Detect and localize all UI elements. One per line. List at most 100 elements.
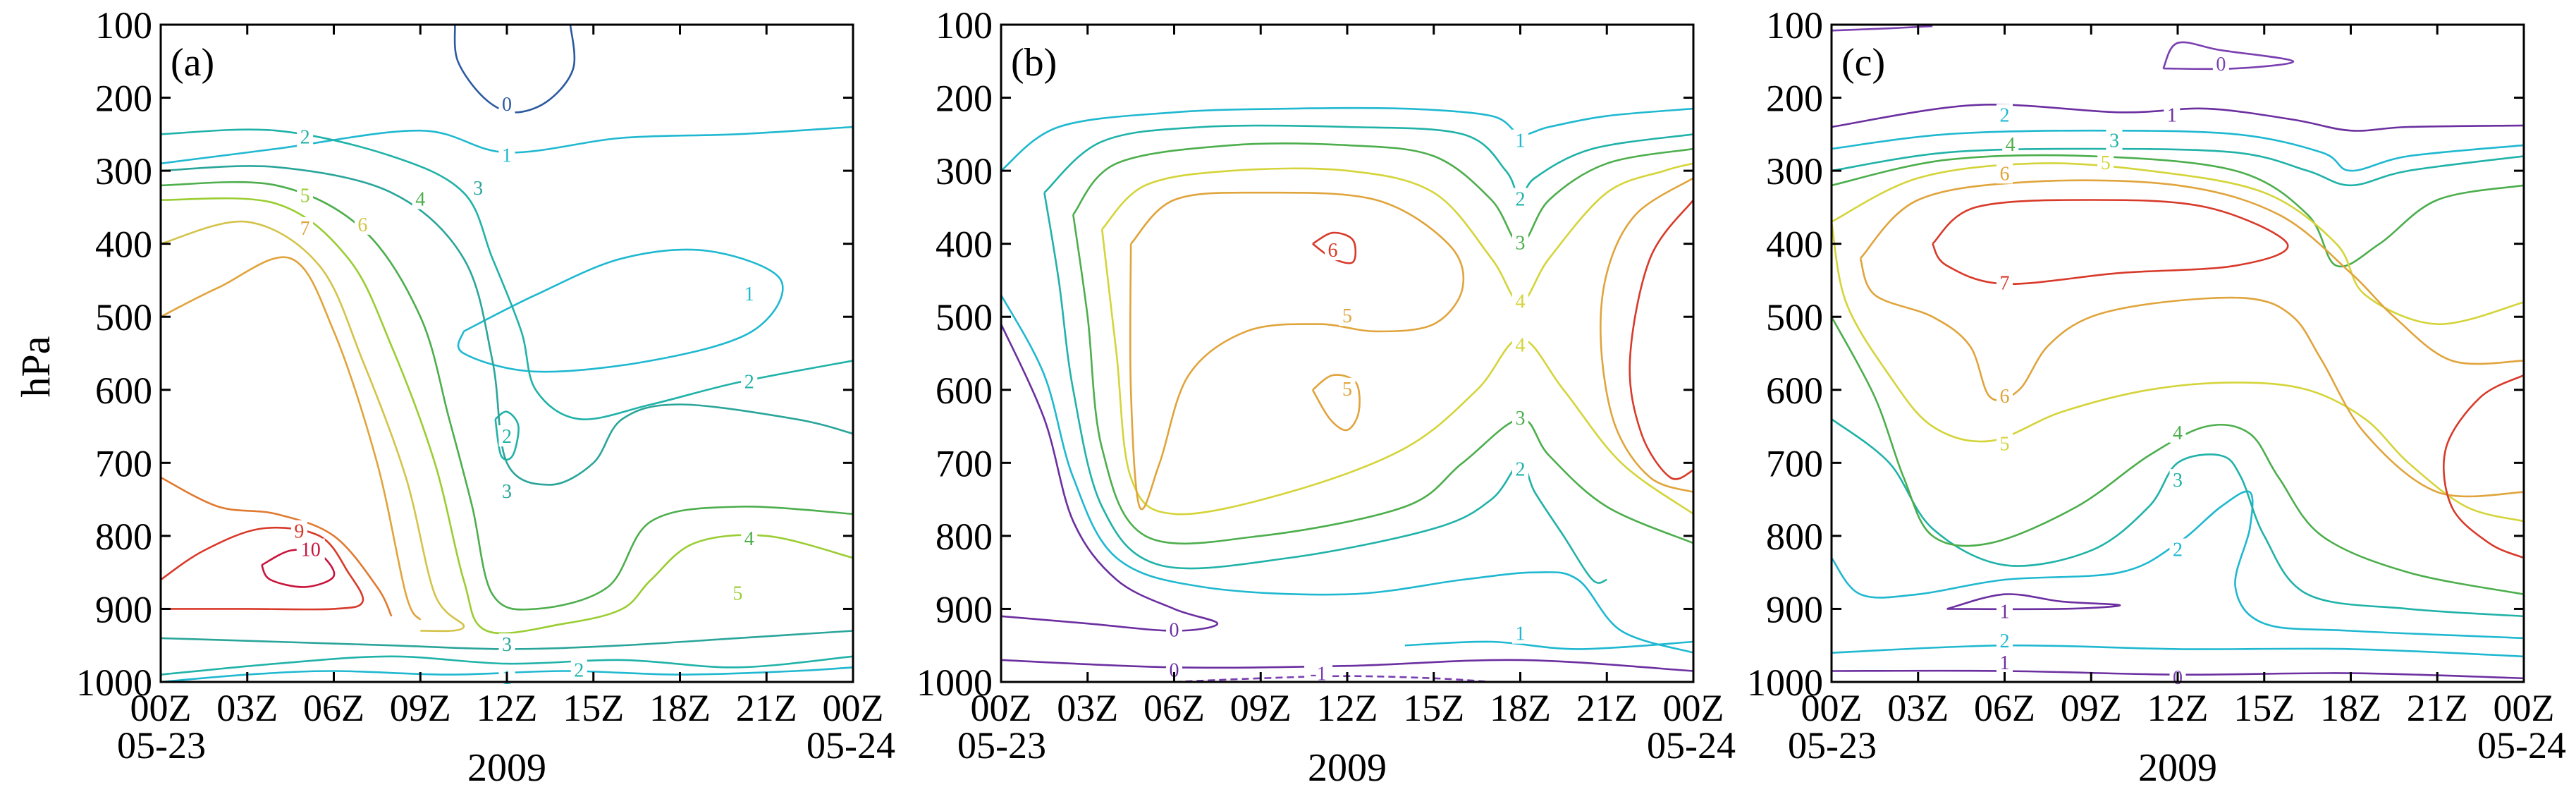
contour-label: 1 [2000,602,2010,623]
x-tick-label: 15Z [563,687,624,729]
x-tick-label: 03Z [216,687,278,729]
contour-label-bg [498,92,515,114]
contour-label: 7 [2000,273,2010,295]
y-tick-label: 100 [936,4,993,47]
chart-panel-1: 0123456712234910532110020030040050060070… [76,4,895,790]
contour-label-bg [1166,659,1182,681]
contour-label: 4 [415,189,425,211]
x-tick-label: 15Z [1403,687,1464,729]
contour-label-bg [1997,162,2013,184]
contour-label-bg [412,188,429,209]
contour-label: 3 [1516,408,1526,429]
contour-label: 9 [294,521,304,543]
contour-label: 5 [732,583,742,605]
contour-label: 2 [1516,189,1526,211]
contour-label: 4 [2173,422,2183,444]
contour-line-level-5 [161,197,853,635]
contour-label: 1 [2167,104,2177,126]
y-tick-label: 200 [1766,78,1823,120]
contour-line-level-1 [1001,106,1693,172]
y-tick-label: 800 [95,516,152,558]
y-tick-label: 600 [95,370,152,412]
y-tick-label: 800 [936,516,993,558]
contour-line-level-1 [1404,640,1693,650]
contour-line-level-5 [1832,162,2524,325]
y-tick-label: 100 [1766,4,1823,47]
contour-label: -1 [1310,664,1326,685]
contour-label-bg [1997,104,2013,126]
contour-line-level-4 [161,181,853,611]
contour-label: 1 [744,283,754,305]
contour-label-bg [1997,385,2013,407]
contour-label-bg [498,144,515,166]
contour-label-bg [741,528,758,549]
x-tick-label: 06Z [1143,687,1205,729]
contour-label: 5 [2101,152,2111,174]
contour-label: 5 [2000,433,2010,455]
contour-line-level-3 [1832,418,2524,618]
contour-label: 6 [1328,240,1338,262]
contour-label-bg [1512,290,1528,312]
contour-label: 5 [300,185,310,207]
contour-label-bg [1512,129,1528,151]
y-tick-label: 700 [936,442,993,484]
x-tick-label: 00Z [971,687,1032,729]
y-tick-label: 900 [1766,588,1823,630]
contour-label-bg [729,582,746,604]
contour-label-bg [1997,272,2013,293]
contour-label-bg [2212,52,2229,74]
contour-line-level-2 [1832,644,2524,658]
contour-line-level-7 [2443,374,2524,559]
chart-panel-3: 0123456765432121010020030040050060070080… [1747,4,2566,790]
contour-label-bg [297,126,314,147]
contour-line-level-2 [161,655,853,676]
contour-label-bg [297,184,314,206]
y-tick-label: 1000 [1747,661,1823,704]
contour-line-level-3 [1072,214,1693,545]
contour-label: 1 [2000,652,2010,674]
panel-label: (c) [1841,41,1885,85]
x-tick-label: 00Z [1801,687,1863,729]
contour-label-bg [2169,421,2186,443]
contour-label-bg [1304,662,1333,684]
contour-line-level-4 [1832,316,2524,595]
y-tick-label: 900 [95,588,152,630]
contour-line-level-4 [1100,228,1693,516]
x-tick-label: 09Z [390,687,451,729]
contour-label-bg [741,283,758,305]
y-tick-label: 300 [1766,150,1823,193]
x-tick-label: 12Z [477,687,538,729]
contour-label: 2 [744,371,754,393]
contour-line-level-4 [1101,162,1693,303]
contour-label: 4 [2006,134,2016,156]
panel-label: (a) [171,41,214,85]
contour-line-level-2 [1043,192,1607,584]
panel-label: (b) [1011,41,1057,85]
contour-label-bg [1512,458,1528,480]
y-tick-label: 500 [936,296,993,339]
y-tick-label: 800 [1766,516,1823,558]
contour-line-level-5 [1600,177,1693,494]
contour-label-bg [1512,188,1528,209]
contour-label-bg [2169,469,2186,491]
date-end-label: 05-24 [806,724,895,767]
contour-line-level-6 [161,220,465,633]
contour-label: 2 [2000,630,2010,652]
contour-line-level-0 [1001,659,1693,672]
contour-label: 2 [2173,539,2183,561]
contour-label-bg [1997,630,2013,652]
contour-line-level-0 [1832,25,1933,32]
contour-line-level-0 [1001,324,1219,632]
contour-label-bg [470,177,486,198]
x-tick-label: 09Z [1230,687,1292,729]
x-axis-label: 2009 [2138,746,2217,790]
contour-line-level-7 [1932,199,2289,286]
y-tick-label: 400 [936,224,993,266]
date-start-label: 05-23 [1788,724,1877,767]
contour-label: 3 [2173,470,2183,492]
x-tick-label: 06Z [303,687,364,729]
contour-label-bg [1512,231,1528,253]
y-tick-label: 500 [95,296,152,339]
contour-label: 1 [502,145,512,166]
